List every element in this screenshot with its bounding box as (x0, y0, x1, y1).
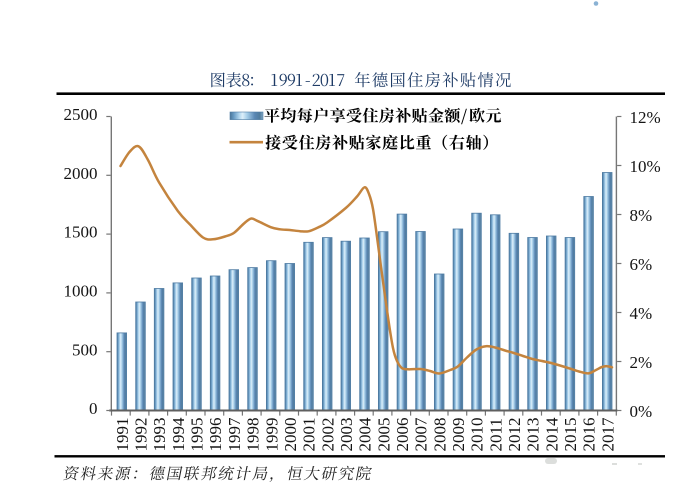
svg-text:2500: 2500 (64, 105, 98, 124)
svg-text:2011: 2011 (486, 418, 505, 451)
svg-text:1993: 1993 (150, 418, 169, 452)
svg-text:1994: 1994 (169, 417, 188, 452)
svg-text:1998: 1998 (244, 418, 263, 452)
svg-text:1999: 1999 (262, 418, 281, 452)
svg-text:2003: 2003 (337, 418, 356, 452)
svg-text:2005: 2005 (374, 418, 393, 452)
svg-text:4%: 4% (630, 304, 653, 323)
svg-text:2010: 2010 (468, 418, 487, 452)
svg-text:2007: 2007 (412, 417, 431, 452)
svg-text:0%: 0% (630, 402, 653, 421)
svg-text:2002: 2002 (318, 418, 337, 452)
svg-text:1500: 1500 (64, 223, 98, 242)
svg-text:12%: 12% (630, 108, 661, 127)
svg-text:2004: 2004 (356, 417, 375, 452)
svg-text:1997: 1997 (225, 417, 244, 452)
svg-text:2016: 2016 (580, 418, 599, 452)
svg-text:2017: 2017 (598, 417, 617, 452)
svg-text:2012: 2012 (505, 418, 524, 452)
svg-text:2009: 2009 (449, 418, 468, 452)
svg-text:2006: 2006 (393, 418, 412, 452)
svg-text:1992: 1992 (132, 418, 151, 452)
svg-text:1995: 1995 (188, 418, 207, 452)
svg-text:2%: 2% (630, 353, 653, 372)
svg-text:2001: 2001 (300, 418, 319, 452)
svg-text:6%: 6% (630, 255, 653, 274)
svg-text:2015: 2015 (561, 418, 580, 452)
svg-text:500: 500 (72, 340, 98, 359)
svg-text:2013: 2013 (524, 418, 543, 452)
svg-text:0: 0 (89, 399, 98, 418)
svg-text:2000: 2000 (64, 164, 98, 183)
svg-text:1000: 1000 (64, 282, 98, 301)
svg-text:2008: 2008 (430, 418, 449, 452)
svg-text:8%: 8% (630, 206, 653, 225)
svg-text:2000: 2000 (281, 418, 300, 452)
svg-text:1996: 1996 (206, 418, 225, 452)
svg-text:10%: 10% (630, 157, 661, 176)
svg-text:1991: 1991 (113, 418, 132, 452)
svg-text:2014: 2014 (542, 417, 561, 452)
